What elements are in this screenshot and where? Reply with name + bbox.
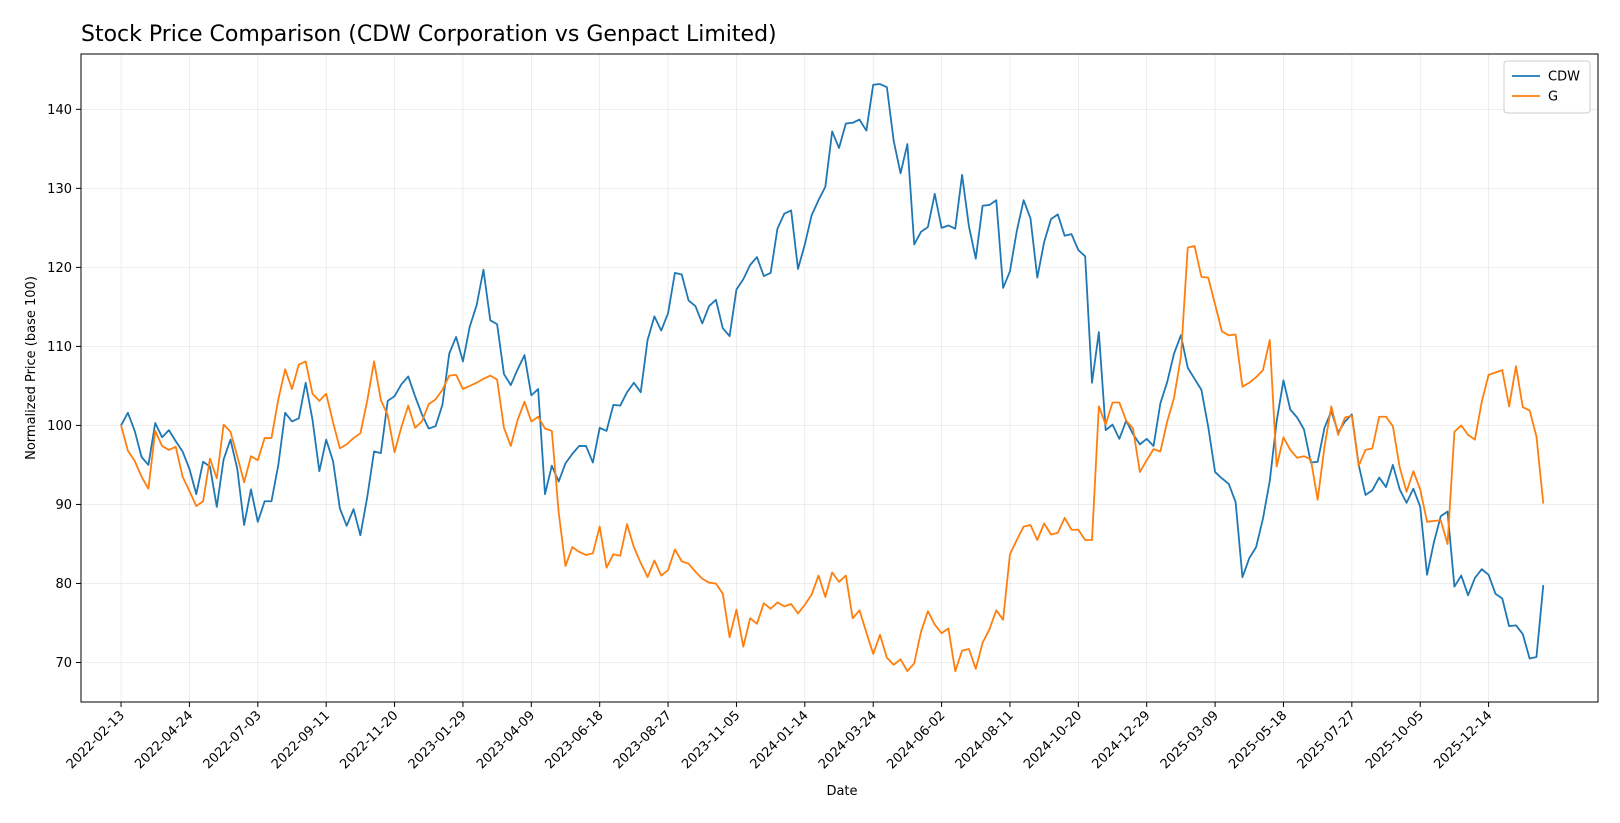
x-tick-label: 2022-04-24 <box>132 708 196 772</box>
legend-label-cdw: CDW <box>1548 70 1580 85</box>
y-axis-ticks: 70 80 90 100 110 120 130 140 <box>47 103 81 671</box>
series-lines <box>120 83 1545 673</box>
x-tick-label: 2024-10-20 <box>1021 708 1085 772</box>
x-tick-label: 2023-04-09 <box>474 708 538 772</box>
series-line-cdw <box>120 83 1545 660</box>
x-tick-label: 2023-01-29 <box>406 708 470 772</box>
x-axis-ticks: 2022-02-13 2022-04-24 2022-07-03 2022-09-11… <box>64 702 1495 772</box>
y-tick-label: 130 <box>47 182 72 197</box>
x-tick-label: 2025-12-14 <box>1431 708 1495 772</box>
x-tick-label: 2024-12-29 <box>1090 708 1154 772</box>
x-tick-label: 2024-06-02 <box>884 708 948 772</box>
y-tick-label: 80 <box>55 577 72 592</box>
plot-frame <box>80 53 1599 703</box>
y-axis-label: Normalized Price (base 100) <box>24 276 39 460</box>
x-tick-label: 2023-06-18 <box>542 708 606 772</box>
x-tick-label: 2025-07-27 <box>1295 708 1359 772</box>
series-line-g <box>120 245 1545 673</box>
x-tick-label: 2024-08-11 <box>953 708 1017 772</box>
x-tick-label: 2025-03-09 <box>1158 708 1222 772</box>
legend-box <box>1503 60 1591 114</box>
x-axis-label: Date <box>826 784 857 799</box>
y-tick-label: 140 <box>47 103 72 118</box>
x-tick-label: 2022-07-03 <box>201 708 265 772</box>
grid-lines <box>81 54 1598 702</box>
x-tick-label: 2025-10-05 <box>1363 708 1427 772</box>
y-tick-label: 100 <box>47 419 72 434</box>
legend: CDW G <box>1503 60 1591 114</box>
x-tick-label: 2022-11-20 <box>337 708 401 772</box>
x-tick-label: 2024-01-14 <box>748 708 812 772</box>
x-tick-label: 2022-02-13 <box>64 708 128 772</box>
x-tick-label: 2022-09-11 <box>269 708 333 772</box>
chart-title: Stock Price Comparison (CDW Corporation … <box>81 22 777 47</box>
y-tick-label: 120 <box>47 261 72 276</box>
y-tick-label: 110 <box>47 340 72 355</box>
x-tick-label: 2025-05-18 <box>1226 708 1290 772</box>
legend-label-g: G <box>1548 90 1558 105</box>
y-tick-label: 70 <box>55 656 72 671</box>
x-tick-label: 2023-11-05 <box>679 708 743 772</box>
x-tick-label: 2024-03-24 <box>816 708 880 772</box>
y-tick-label: 90 <box>55 498 72 513</box>
x-tick-label: 2023-08-27 <box>611 708 675 772</box>
